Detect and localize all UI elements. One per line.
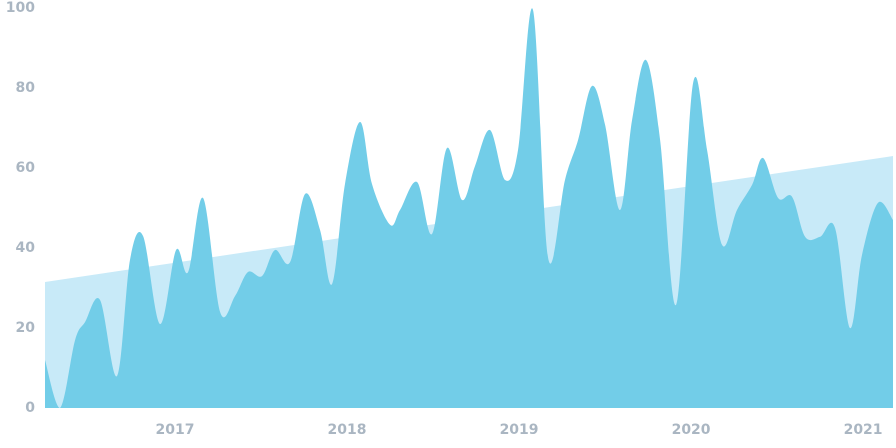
y-tick-label: 0	[25, 400, 35, 416]
x-tick-label: 2018	[328, 422, 367, 438]
y-tick-label: 100	[6, 0, 35, 16]
x-tick-label: 2019	[500, 422, 539, 438]
x-tick-label: 2017	[156, 422, 195, 438]
x-tick-label: 2020	[672, 422, 711, 438]
y-tick-label: 20	[16, 320, 36, 336]
y-tick-label: 40	[16, 240, 36, 256]
y-tick-label: 80	[16, 80, 36, 96]
y-tick-label: 60	[16, 160, 36, 176]
area	[45, 8, 893, 408]
x-tick-label: 2021	[844, 422, 883, 438]
